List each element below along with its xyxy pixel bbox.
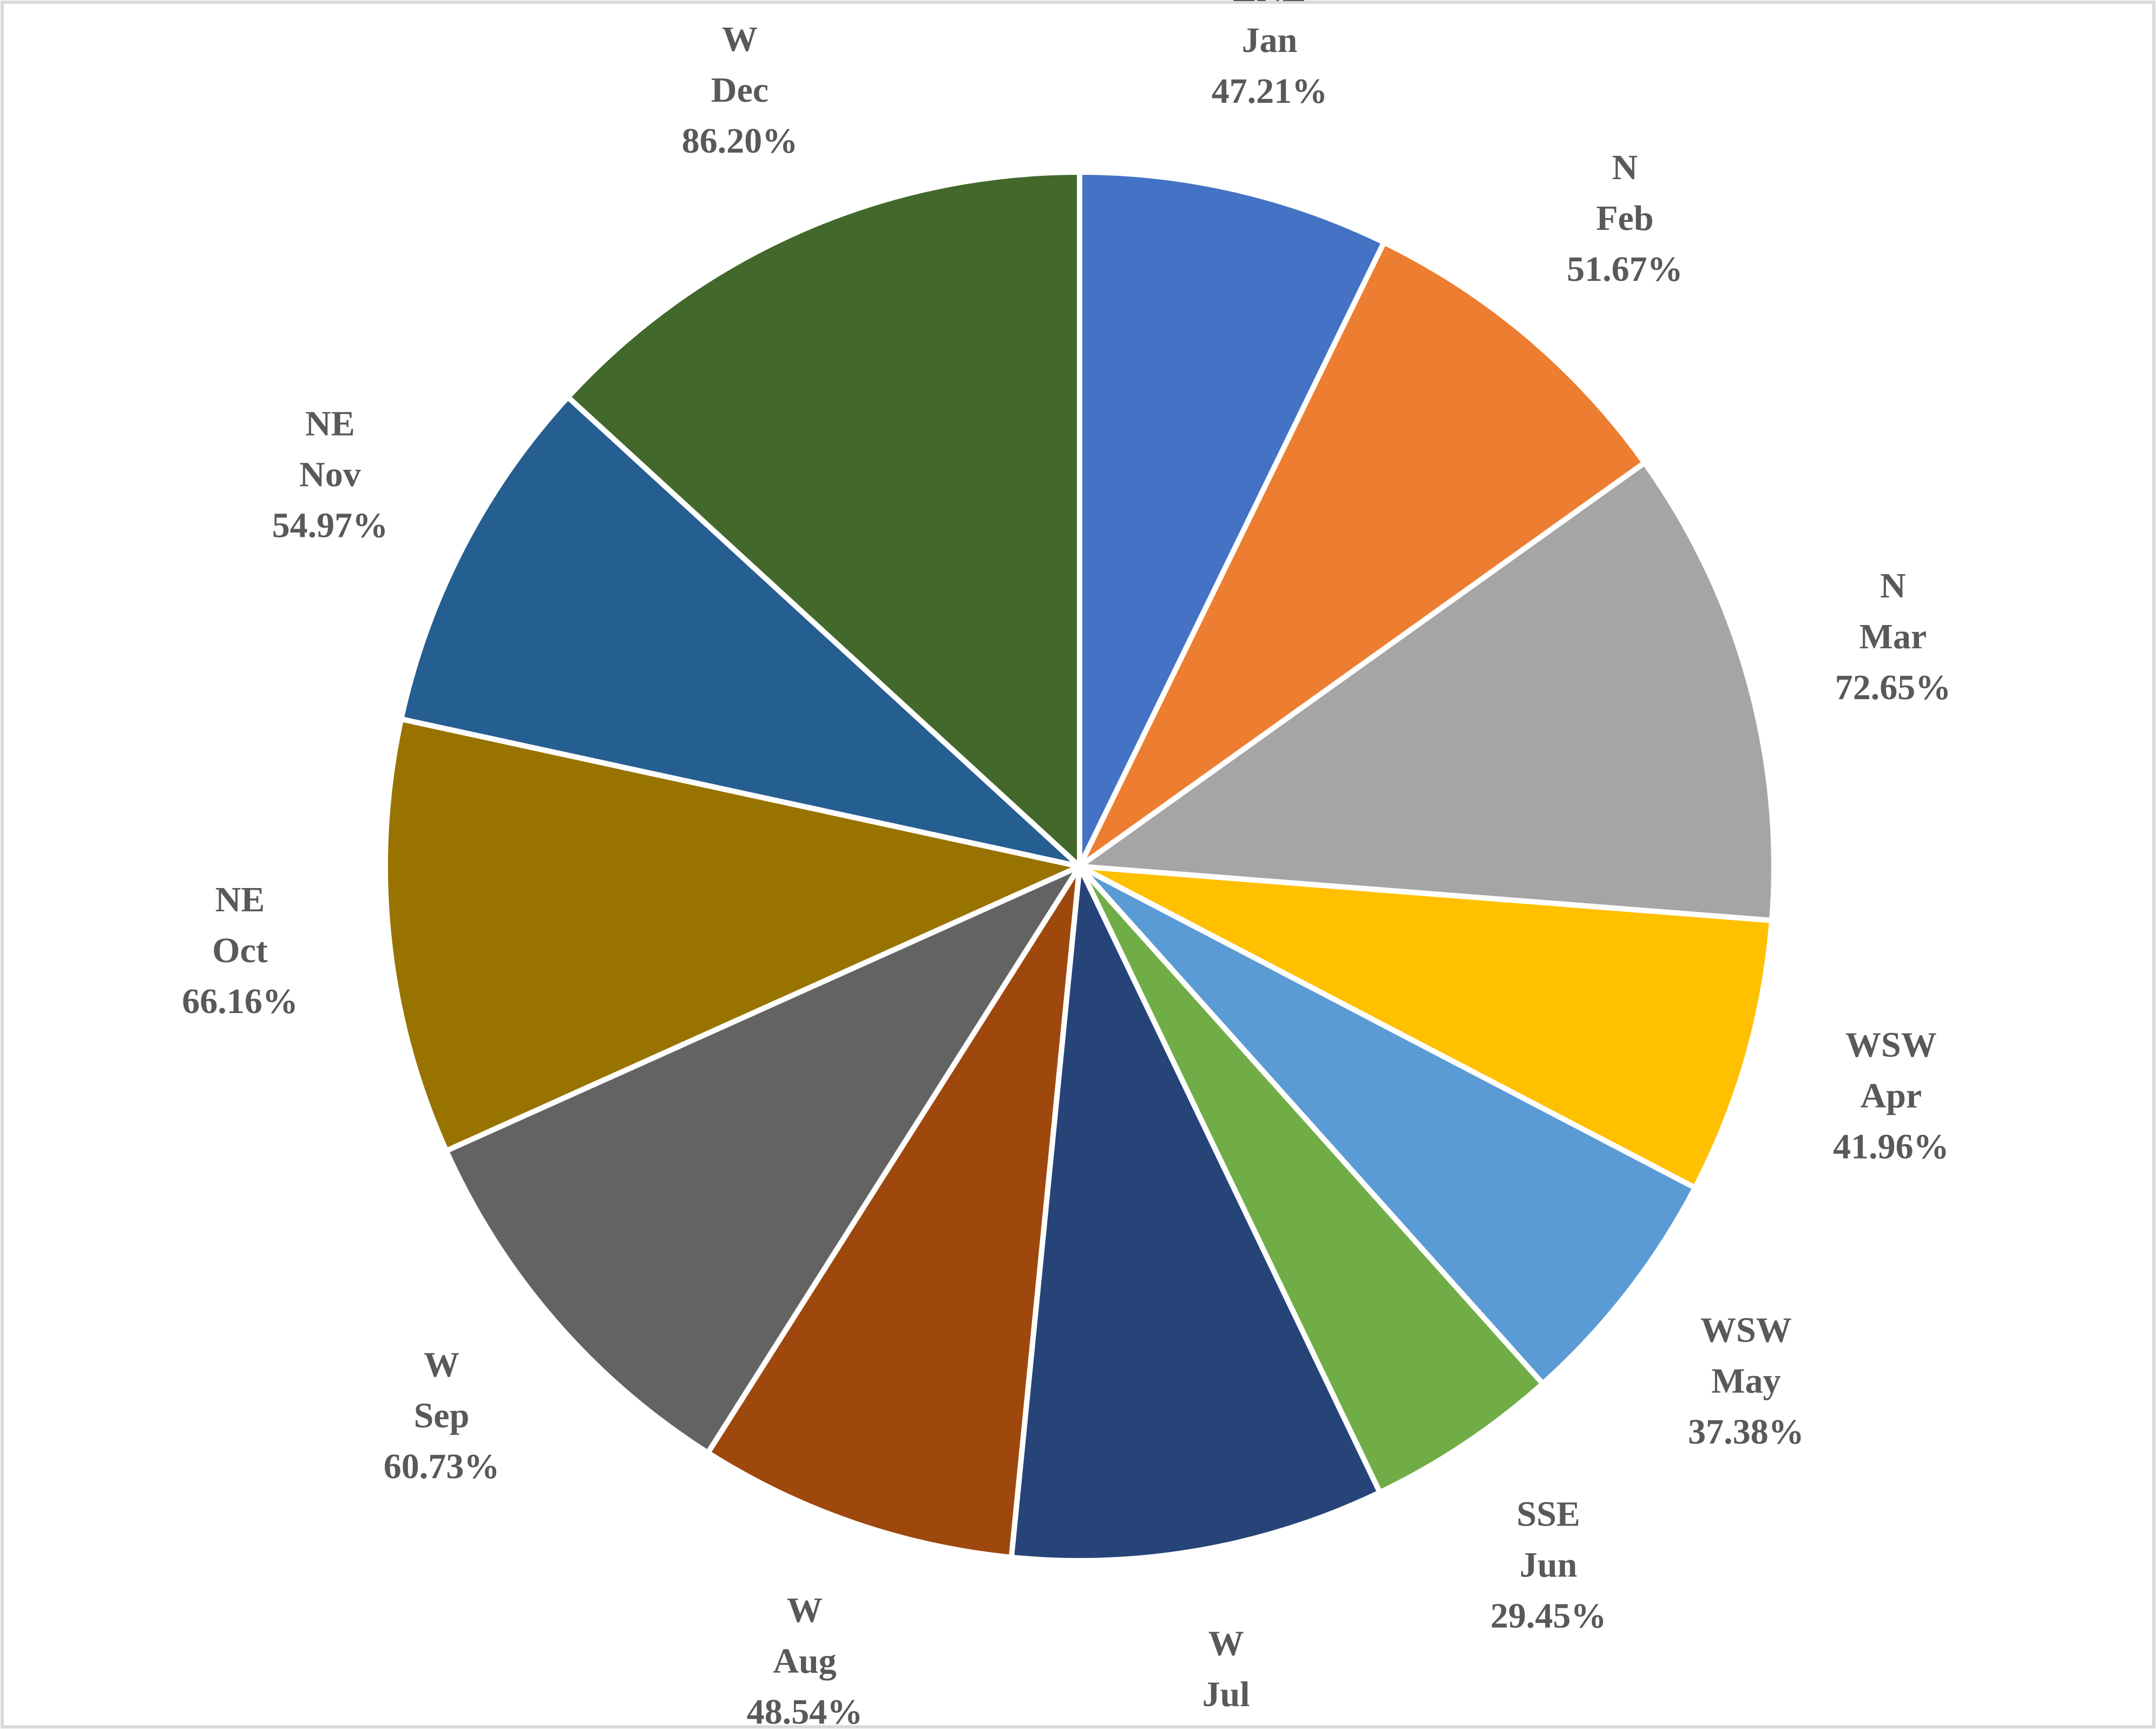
slice-direction: SSE	[1517, 1495, 1580, 1534]
pie-slice	[1077, 239, 1647, 869]
slice-direction: W	[787, 1590, 823, 1630]
data-label: 47.21%	[1212, 71, 1328, 111]
slice-month: Jan	[1242, 21, 1298, 60]
pie-slice	[1077, 169, 1387, 869]
slice-direction: N	[1612, 148, 1638, 187]
data-label: 41.96%	[1833, 1127, 1949, 1167]
slice-direction: N	[1880, 566, 1906, 606]
pie-slice	[1077, 864, 1546, 1495]
slice-direction: NE	[215, 880, 265, 919]
slice-direction: NE	[305, 404, 355, 443]
slice-direction: W	[424, 1345, 459, 1385]
slice-direction: WSW	[1700, 1311, 1792, 1350]
slice-direction: WSW	[1845, 1025, 1937, 1065]
slice-month: May	[1711, 1362, 1780, 1401]
slice-month: Jul	[1202, 1674, 1250, 1714]
pie-slice	[1077, 864, 1698, 1386]
pie-slice	[1077, 864, 1775, 1191]
pie-slice	[705, 864, 1082, 1560]
data-label: 72.65%	[1835, 668, 1951, 707]
slice-month: Oct	[212, 931, 268, 970]
data-label: 66.16%	[182, 982, 298, 1021]
data-label: 51.67%	[1567, 249, 1683, 289]
slice-month: Dec	[711, 70, 768, 110]
data-label: 60.73%	[384, 1447, 500, 1487]
data-label: 37.38%	[1688, 1412, 1804, 1452]
data-label: 56.76%	[1168, 1725, 1284, 1729]
pie-slice	[443, 864, 1082, 1456]
slice-month: Mar	[1859, 617, 1927, 656]
slice-month: Aug	[773, 1641, 836, 1681]
slice-month: Feb	[1596, 199, 1653, 238]
slice-direction: W	[722, 19, 758, 59]
pie-slice	[383, 716, 1082, 1154]
pie-slice	[1008, 864, 1383, 1563]
pie-slice	[398, 394, 1082, 869]
data-label: 54.97%	[272, 505, 389, 545]
data-label: 29.45%	[1490, 1596, 1607, 1636]
pie-slice	[565, 169, 1082, 869]
slice-direction: ENE	[1233, 0, 1306, 9]
slice-month: Nov	[299, 455, 361, 494]
slice-direction: W	[1208, 1623, 1244, 1663]
pie-slice	[1077, 460, 1777, 923]
slice-month: Sep	[414, 1396, 470, 1436]
slice-month: Jun	[1520, 1546, 1577, 1585]
data-label: 48.54%	[747, 1692, 863, 1729]
slice-month: Apr	[1861, 1076, 1922, 1116]
data-label: 86.20%	[682, 121, 798, 161]
